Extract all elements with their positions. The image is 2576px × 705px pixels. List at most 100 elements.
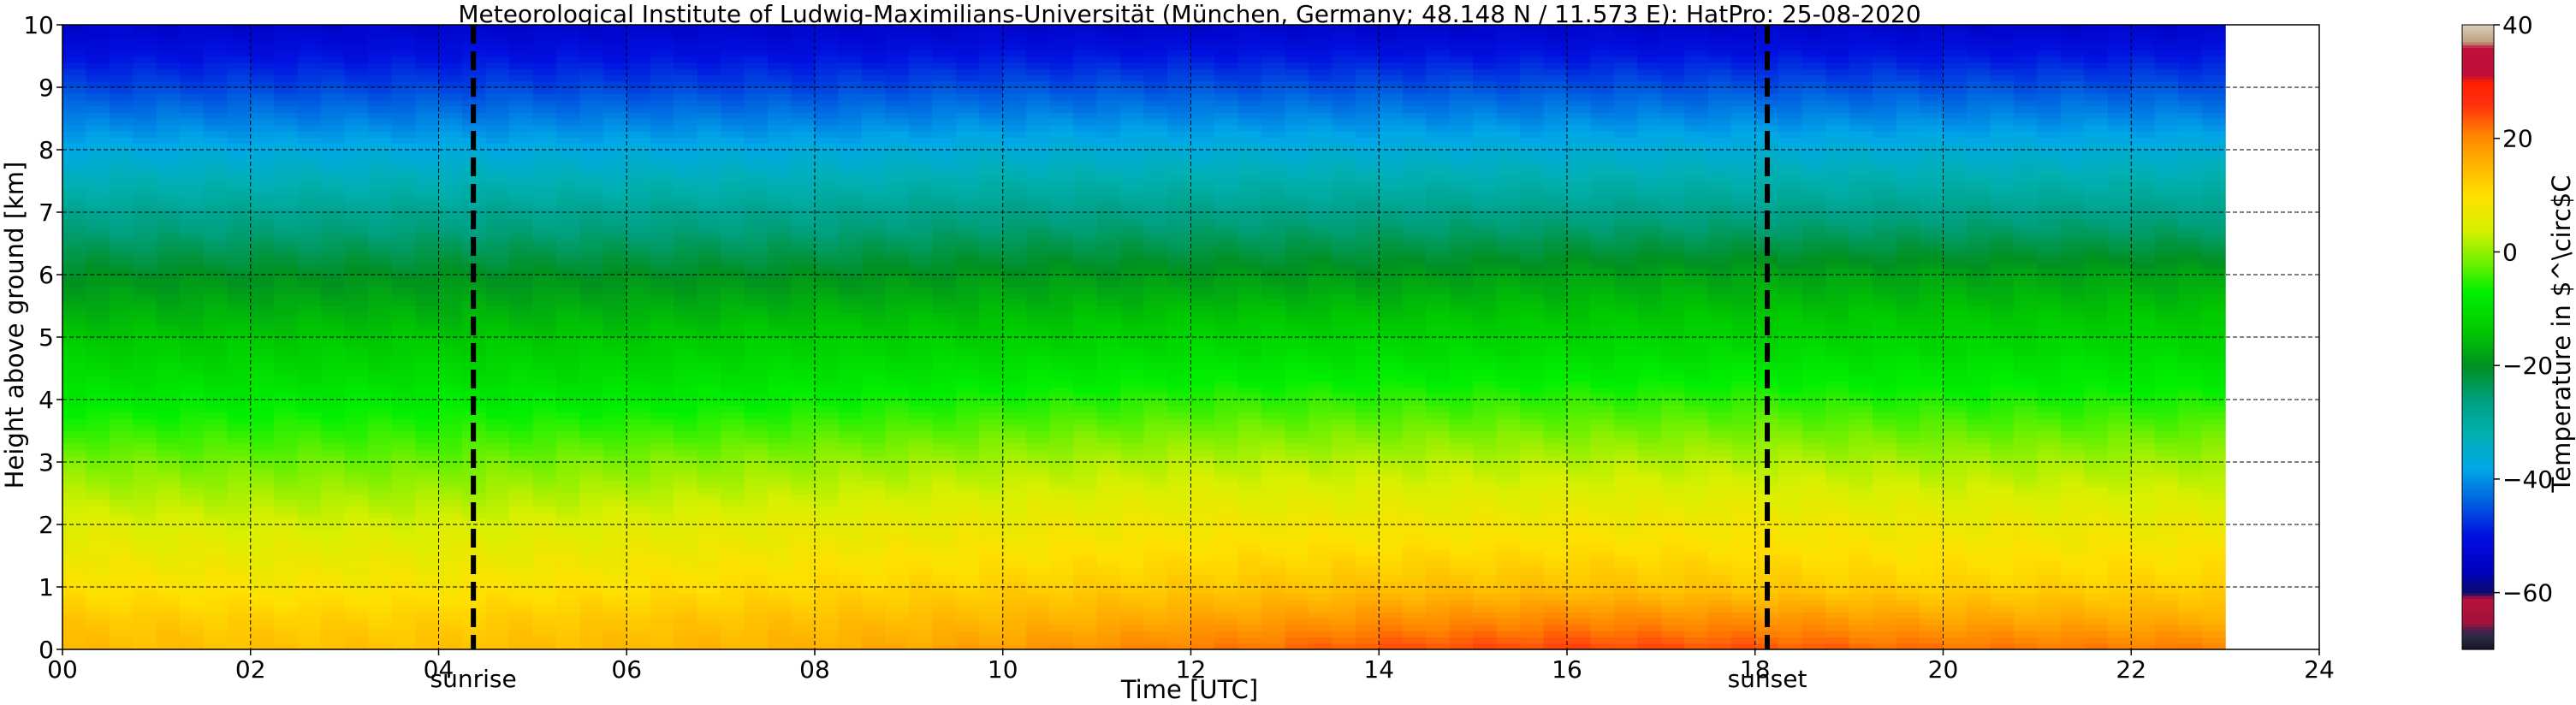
- heatmap-cell: [1073, 156, 1098, 163]
- heatmap-cell: [1049, 580, 1074, 588]
- heatmap-cell: [979, 293, 1004, 300]
- heatmap-cell: [86, 574, 110, 582]
- heatmap-cell: [1120, 318, 1145, 325]
- heatmap-cell: [626, 430, 651, 438]
- heatmap-cell: [979, 387, 1004, 394]
- heatmap-cell: [274, 393, 299, 400]
- heatmap-cell: [532, 568, 557, 575]
- heatmap-cell: [1073, 93, 1098, 101]
- heatmap-cell: [768, 187, 792, 194]
- heatmap-cell: [1026, 406, 1051, 413]
- heatmap-cell: [885, 187, 910, 194]
- heatmap-cell: [721, 400, 745, 406]
- heatmap-cell: [438, 462, 463, 469]
- heatmap-cell: [368, 150, 393, 157]
- heatmap-cell: [979, 631, 1004, 637]
- heatmap-cell: [602, 637, 627, 644]
- heatmap-cell: [156, 449, 181, 457]
- heatmap-cell: [1167, 593, 1192, 601]
- heatmap-cell: [250, 587, 275, 594]
- heatmap-cell: [838, 574, 863, 582]
- heatmap-cell: [485, 362, 510, 370]
- heatmap-cell: [250, 337, 275, 344]
- heatmap-cell: [1096, 193, 1121, 200]
- heatmap-cell: [555, 324, 580, 332]
- heatmap-cell: [438, 330, 463, 338]
- heatmap-cell: [86, 212, 110, 219]
- heatmap-cell: [1143, 230, 1168, 238]
- heatmap-cell: [156, 412, 181, 419]
- heatmap-cell: [626, 299, 651, 307]
- heatmap-cell: [297, 105, 322, 113]
- heatmap-cell: [1026, 574, 1051, 582]
- heatmap-cell: [697, 449, 721, 457]
- heatmap-cell: [344, 205, 369, 213]
- heatmap-cell: [674, 643, 698, 650]
- heatmap-cell: [744, 474, 769, 482]
- heatmap-cell: [744, 393, 769, 400]
- heatmap-cell: [438, 193, 463, 200]
- heatmap-cell: [579, 374, 604, 382]
- heatmap-cell: [650, 37, 674, 44]
- heatmap-cell: [650, 418, 674, 425]
- heatmap-cell: [650, 618, 674, 625]
- heatmap-cell: [180, 555, 205, 563]
- heatmap-cell: [133, 287, 157, 294]
- heatmap-cell: [885, 524, 910, 531]
- heatmap-cell: [227, 80, 252, 88]
- heatmap-cell: [721, 193, 745, 200]
- heatmap-cell: [1120, 593, 1145, 601]
- heatmap-cell: [156, 631, 181, 637]
- heatmap-cell: [932, 150, 957, 157]
- heatmap-cell: [955, 187, 980, 194]
- heatmap-cell: [650, 87, 674, 94]
- heatmap-cell: [1073, 612, 1098, 619]
- heatmap-cell: [508, 218, 533, 226]
- heatmap-cell: [1190, 536, 1215, 544]
- heatmap-cell: [579, 112, 604, 120]
- heatmap-cell: [1073, 605, 1098, 613]
- heatmap-cell: [1167, 31, 1192, 39]
- heatmap-cell: [485, 287, 510, 294]
- heatmap-cell: [1049, 412, 1074, 419]
- heatmap-cell: [555, 599, 580, 607]
- heatmap-cell: [321, 412, 346, 419]
- heatmap-cell: [768, 462, 792, 469]
- heatmap-cell: [932, 406, 957, 413]
- heatmap-cell: [250, 43, 275, 50]
- heatmap-cell: [955, 143, 980, 151]
- heatmap-cell: [768, 593, 792, 601]
- heatmap-cell: [838, 324, 863, 332]
- heatmap-cell: [1190, 224, 1215, 232]
- heatmap-cell: [674, 68, 698, 75]
- heatmap-cell: [1026, 512, 1051, 519]
- heatmap-cell: [1167, 418, 1192, 425]
- heatmap-cell: [1120, 449, 1145, 457]
- heatmap-cell: [674, 256, 698, 263]
- heatmap-cell: [815, 474, 840, 482]
- heatmap-cell: [133, 605, 157, 613]
- heatmap-cell: [438, 593, 463, 601]
- heatmap-cell: [133, 400, 157, 406]
- heatmap-cell: [180, 618, 205, 625]
- heatmap-cell: [815, 555, 840, 563]
- heatmap-cell: [1073, 637, 1098, 644]
- heatmap-cell: [415, 637, 440, 644]
- heatmap-cell: [1167, 506, 1192, 512]
- heatmap-cell: [838, 624, 863, 631]
- heatmap-cell: [908, 343, 933, 351]
- heatmap-cell: [1167, 181, 1192, 188]
- heatmap-cell: [721, 618, 745, 625]
- heatmap-cell: [203, 43, 228, 50]
- heatmap-cell: [721, 287, 745, 294]
- heatmap-cell: [697, 305, 721, 313]
- heatmap-cell: [1120, 337, 1145, 344]
- heatmap-cell: [697, 337, 721, 344]
- heatmap-cell: [1026, 105, 1051, 113]
- heatmap-cell: [955, 624, 980, 631]
- heatmap-cell: [1073, 349, 1098, 357]
- heatmap-cell: [697, 299, 721, 307]
- heatmap-cell: [602, 199, 627, 207]
- heatmap-cell: [1096, 493, 1121, 501]
- heatmap-cell: [1049, 355, 1074, 363]
